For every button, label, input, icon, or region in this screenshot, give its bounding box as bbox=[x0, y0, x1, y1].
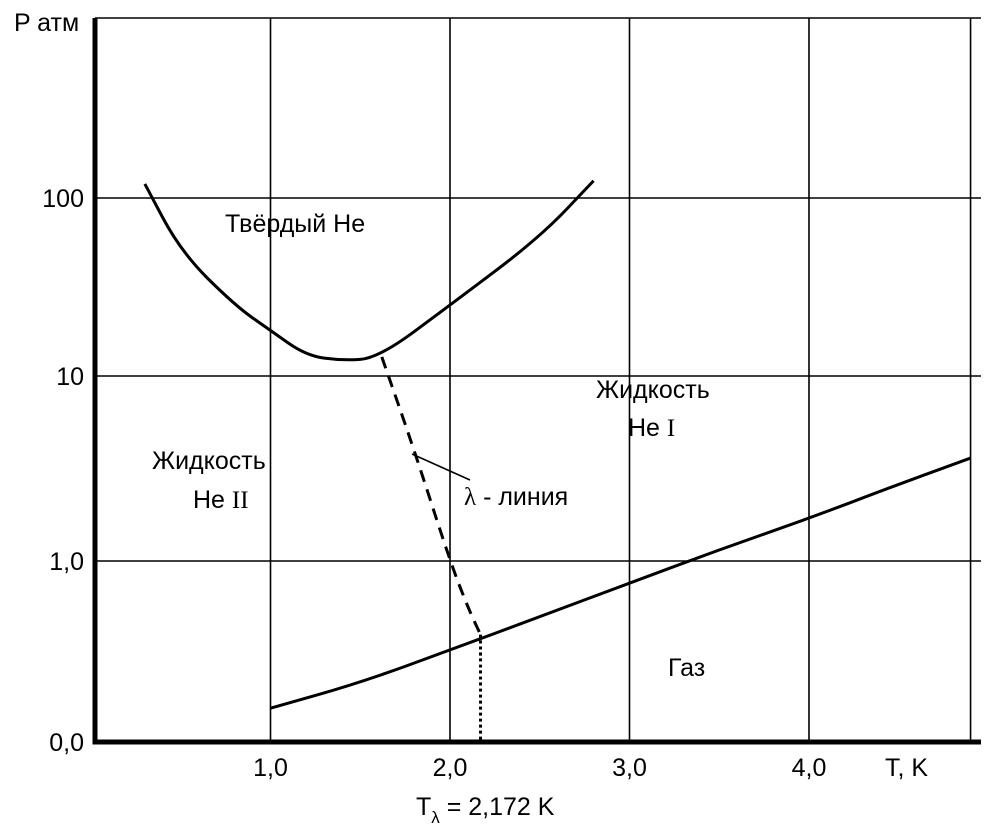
region-liquid-he1-line2: Не I bbox=[628, 414, 675, 442]
x-tick-label: 4,0 bbox=[792, 754, 827, 782]
lambda-temperature-label: Tλ = 2,172 K bbox=[416, 793, 555, 824]
region-gas-label: Газ bbox=[668, 654, 705, 682]
y-axis-label: P атм bbox=[14, 9, 79, 37]
annotation-leader-line bbox=[411, 453, 471, 481]
phase-curves bbox=[143, 179, 972, 742]
tick-labels: 1,0 2,0 3,0 4,0 0,0 1,0 10 100 bbox=[42, 185, 826, 782]
region-liquid-he1-line1: Жидкость bbox=[596, 376, 710, 404]
axes-frame bbox=[92, 18, 981, 745]
y-tick-label: 10 bbox=[56, 363, 84, 391]
y-tick-label: 1,0 bbox=[49, 548, 84, 576]
region-liquid-he2-line1: Жидкость bbox=[152, 447, 266, 475]
curve-melting bbox=[143, 179, 595, 362]
x-axis-label: T, K bbox=[885, 754, 928, 782]
x-tick-label: 1,0 bbox=[253, 754, 288, 782]
gridlines bbox=[95, 17, 981, 742]
axes bbox=[92, 18, 981, 745]
region-solid-label: Твёрдый Не bbox=[225, 210, 365, 238]
x-tick-label: 2,0 bbox=[433, 754, 468, 782]
region-liquid-he2-line2: Не II bbox=[193, 486, 249, 514]
y-tick-label: 100 bbox=[42, 185, 84, 213]
x-tick-label: 3,0 bbox=[612, 754, 647, 782]
y-tick-label: 0,0 bbox=[49, 729, 84, 757]
lambda-line-annotation: λ - линия bbox=[464, 483, 568, 511]
curve-vapor bbox=[270, 456, 972, 710]
